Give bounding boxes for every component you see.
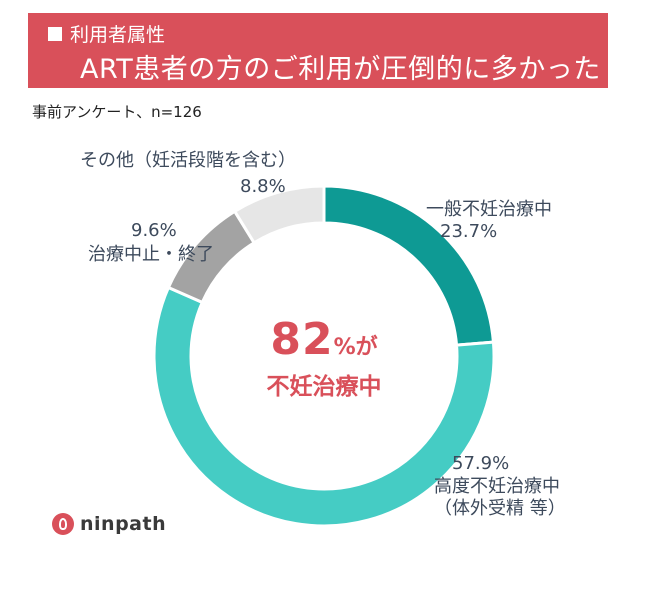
category-label-row: 利用者属性 [48, 20, 165, 47]
header-banner: 利用者属性 ART患者の方のご利用が圧倒的に多かった [28, 13, 608, 88]
segment-label-advanced: 57.9% [452, 453, 509, 475]
survey-note: 事前アンケート、n=126 [32, 103, 202, 121]
segment-label-general-name: 一般不妊治療中 [426, 199, 552, 220]
center-percent-value: 82 [270, 314, 334, 365]
segment-label-advanced-line1: 高度不妊治療中 [434, 476, 560, 497]
ninpath-logo-text: ninpath [80, 513, 167, 535]
center-caption: 不妊治療中 [266, 374, 382, 400]
segment-label-other-value: 8.8% [240, 176, 286, 197]
square-bullet-icon [48, 26, 62, 41]
ninpath-logo-icon [52, 513, 74, 535]
donut-segment-advanced [152, 285, 496, 528]
category-label: 利用者属性 [70, 24, 166, 46]
segment-label-general-value: 23.7% [440, 221, 498, 242]
segment-label-other-name: その他（妊活段階を含む） [80, 150, 296, 171]
segment-label-stopped-value: 9.6% [131, 220, 177, 241]
segment-label-advanced-value: 57.9% [452, 453, 510, 474]
segment-label-advanced-name: 高度不妊治療中 （体外受精 等） [434, 476, 566, 520]
segment-label-stopped-name: 治療中止・終了 [88, 244, 214, 265]
headline: ART患者の方のご利用が圧倒的に多かった [80, 54, 601, 85]
donut-segment-other [232, 184, 326, 245]
center-text: 82%が 不妊治療中 [224, 314, 424, 401]
center-percent-suffix: %が [333, 335, 378, 360]
ninpath-logo: ninpath [52, 513, 166, 535]
segment-label-advanced-line2: （体外受精 等） [434, 498, 566, 519]
segment-label-general: 一般不妊治療中 23.7% [426, 199, 552, 243]
